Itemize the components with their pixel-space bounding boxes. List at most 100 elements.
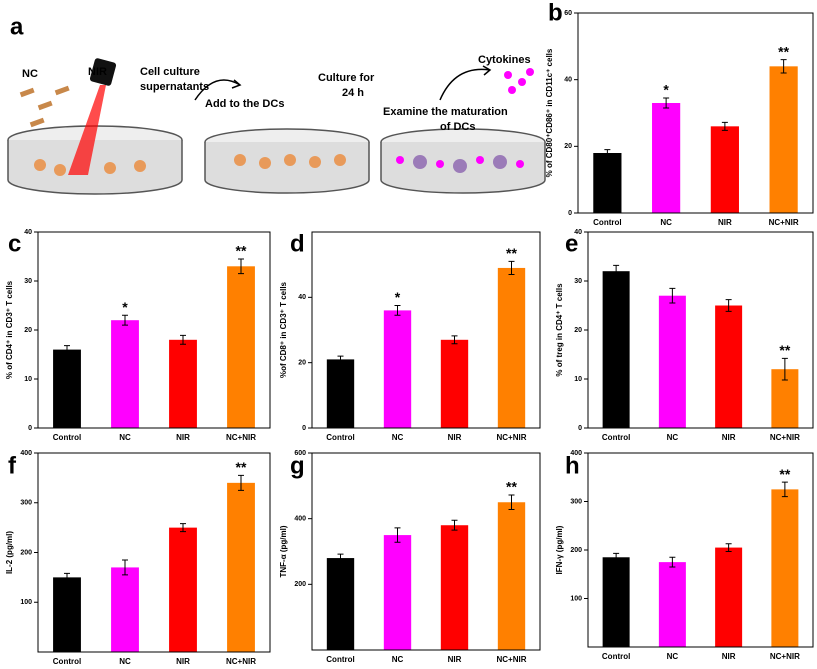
bar [111,567,139,652]
error-bar [669,287,676,304]
y-tick-label: 10 [24,376,32,383]
x-tick-label: Control [326,433,354,442]
x-tick-label: NC [119,433,131,442]
x-tick-label: NC [119,657,131,666]
y-axis-label: % of treg in CD4⁺ T cells [555,283,564,377]
error-bar [781,357,788,381]
x-tick-label: Control [602,652,630,661]
error-bar [604,149,611,157]
y-tick-label: 40 [564,77,572,84]
axes-frame [37,452,271,653]
error-bar [180,523,186,533]
bar [602,557,630,647]
x-tick-label: Control [326,655,354,664]
y-tick-label: 400 [570,450,582,457]
y-tick-label: 100 [20,599,32,606]
panel-label: h [565,452,580,479]
y-tick-label: 600 [294,450,306,457]
error-bar [337,355,344,364]
panel-label: a [10,13,24,40]
y-tick-label: 20 [298,360,306,367]
panel-label: g [290,452,305,479]
significance: * [122,299,128,315]
significance: ** [236,459,247,475]
bar [227,482,255,652]
label: NIR [88,66,107,78]
x-tick-label: NC+NIR [496,433,526,442]
bar [602,271,630,428]
bar-chart: e % of treg in CD4⁺ T cells 0 10 20 30 40 Contr… [555,229,814,442]
y-tick-label: 40 [24,229,32,236]
y-tick-label: 40 [298,294,306,301]
x-tick-label: NC+NIR [226,433,256,442]
label: NC [22,68,38,80]
bar-chart: g TNF-α (pg/ml) 200 400 600 Control NC NIR NC+NI… [279,450,541,664]
bar [652,103,681,213]
error-bar [725,543,732,552]
y-axis-label: IFN-γ (pg/ml) [555,525,564,574]
bar [497,502,526,650]
error-bar [337,553,344,563]
bar [715,305,743,428]
label: Cytokines [478,54,531,66]
error-bar [508,260,515,275]
error-bar [238,258,244,275]
y-tick-label: 200 [20,549,32,556]
axes-frame [311,231,541,429]
axes-frame [311,452,541,651]
y-axis-label: %of CD8⁺ in CD3⁺ T cells [279,281,288,378]
bar [111,320,139,428]
y-tick-label: 400 [20,450,32,457]
bar [658,562,686,647]
y-tick-label: 100 [570,595,582,602]
axes-frame [577,12,814,214]
x-tick-label: NC+NIR [769,218,799,227]
y-tick-label: 400 [294,516,306,523]
y-tick-label: 0 [302,425,306,432]
bar-chart: c % of CD4⁺ in CD3⁺ T cells 0 10 20 30 40 Contr… [5,229,271,442]
y-tick-label: 300 [20,500,32,507]
x-tick-label: NIR [722,433,736,442]
x-tick-label: Control [602,433,630,442]
axes-frame [37,231,271,429]
error-bar [238,474,244,491]
panel-label: e [565,230,578,257]
bar [169,339,197,428]
bar [440,339,469,428]
x-tick-label: NIR [448,433,462,442]
axes-frame [587,452,814,648]
y-tick-label: 10 [574,376,582,383]
label: of DCs [440,121,475,133]
x-tick-label: NIR [718,218,732,227]
error-bar [669,556,676,568]
y-tick-label: 0 [568,210,572,217]
error-bar [64,572,70,582]
x-tick-label: NIR [722,652,736,661]
y-tick-label: 200 [294,581,306,588]
significance: ** [779,342,790,358]
panel-label: d [290,230,305,257]
significance: ** [778,43,789,59]
bar [769,66,798,213]
bar [383,535,412,650]
x-tick-label: Control [53,433,81,442]
error-bar [613,264,620,278]
y-tick-label: 0 [578,425,582,432]
label: Add to the DCs [205,98,284,110]
y-tick-label: 60 [564,10,572,17]
panel-label: f [8,452,17,479]
error-bar [122,314,128,326]
bar-chart: b % of CD80⁺CD86⁺ in CD11c⁺ cells 0 20 40 60 C… [545,0,814,227]
label: 24 h [342,87,364,99]
x-tick-label: NIR [448,655,462,664]
y-tick-label: 20 [574,327,582,334]
bar [715,547,743,647]
y-tick-label: 20 [24,327,32,334]
x-tick-label: NIR [176,433,190,442]
significance: * [663,82,669,98]
label: Cell culture [140,66,200,78]
x-tick-label: NC [660,218,672,227]
y-axis-label: TNF-α (pg/ml) [279,525,288,577]
axes-frame [587,231,814,429]
